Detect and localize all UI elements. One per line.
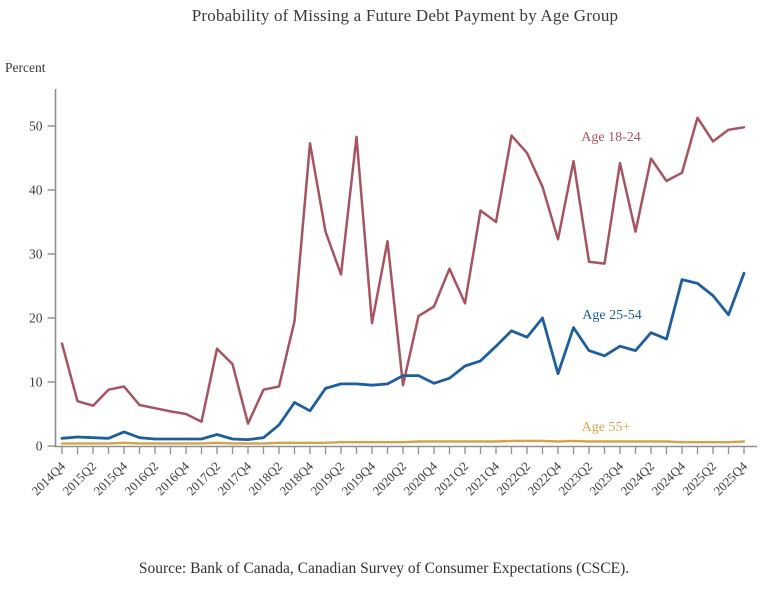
- line-age-25-54: [60, 271, 746, 442]
- y-tick-label: 50: [29, 119, 43, 134]
- x-tick-label: 2021Q4: [463, 459, 502, 498]
- x-tick-label: 2025Q2: [680, 459, 719, 498]
- y-axis-unit-label: Percent: [5, 60, 46, 75]
- chart-title: Probability of Missing a Future Debt Pay…: [191, 6, 619, 25]
- x-tick-label: 2018Q2: [246, 459, 285, 498]
- x-tick-label: 2022Q4: [525, 459, 564, 498]
- line-age-55: [60, 439, 746, 445]
- y-tick-label: 0: [36, 439, 43, 454]
- legend-label-age-25-54: Age 25-54: [582, 308, 642, 323]
- x-tick-label: 2014Q4: [29, 459, 68, 498]
- x-tick-label: 2020Q2: [370, 459, 409, 498]
- x-tick-label: 2022Q2: [494, 459, 533, 498]
- x-tick-label: 2025Q4: [711, 459, 750, 498]
- x-tick-label: 2017Q2: [184, 459, 223, 498]
- x-tick-label: 2020Q4: [401, 459, 440, 498]
- y-tick-label: 20: [29, 311, 43, 326]
- x-tick-label: 2018Q4: [277, 459, 316, 498]
- x-tick-label: 2015Q2: [60, 459, 99, 498]
- x-tick-label: 2023Q2: [556, 459, 595, 498]
- x-tick-label: 2015Q4: [91, 459, 130, 498]
- x-tick-label: 2024Q2: [618, 459, 657, 498]
- x-tick-label: 2019Q2: [308, 459, 347, 498]
- legend-label-age-55: Age 55+: [582, 420, 631, 435]
- x-tick-label: 2024Q4: [649, 459, 688, 498]
- legend-label-age-18-24: Age 18-24: [581, 130, 641, 145]
- x-tick-label: 2021Q2: [432, 459, 471, 498]
- y-tick-label: 30: [29, 247, 43, 262]
- source-note: Source: Bank of Canada, Canadian Survey …: [138, 560, 630, 577]
- x-tick-label: 2023Q4: [587, 459, 626, 498]
- line-age-18-24: [60, 116, 746, 425]
- y-tick-label: 40: [29, 183, 43, 198]
- x-tick-label: 2016Q4: [153, 459, 192, 498]
- x-tick-label: 2019Q4: [339, 459, 378, 498]
- y-tick-label: 10: [29, 375, 43, 390]
- x-tick-label: 2017Q4: [215, 459, 254, 498]
- x-tick-label: 2016Q2: [122, 459, 161, 498]
